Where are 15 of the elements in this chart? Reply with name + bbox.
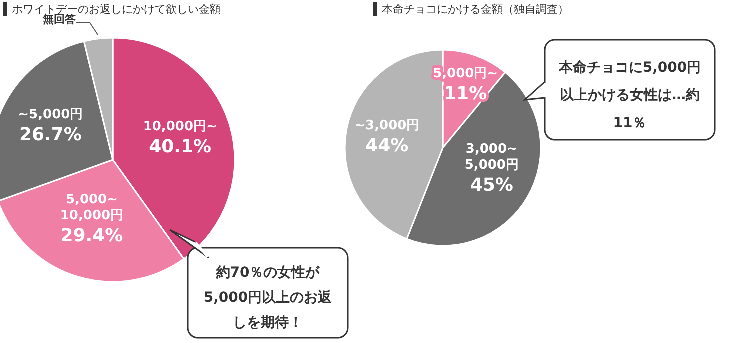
- data-label: 44%: [366, 135, 409, 156]
- data-label: 29.4%: [60, 226, 124, 247]
- slice-label: ~5,000円: [18, 107, 84, 122]
- text: 約70％の女性が5,000円以上のお返しを期待！: [204, 265, 334, 331]
- data-label: 11%: [444, 83, 488, 104]
- slice-label: 3,000~5,000円: [464, 142, 519, 173]
- data-label: 45%: [470, 174, 514, 196]
- data-label: 40.1%: [149, 136, 212, 158]
- data-label: 26.7%: [19, 124, 82, 146]
- chart-title: 本命チョコにかける金額（独自調査）: [382, 3, 569, 16]
- text: 本命チョコに5,000円以上かける女性は…約11％: [558, 60, 702, 132]
- slice-label: 無回答: [42, 12, 77, 26]
- slice-label: 5,000~10,000円: [60, 192, 124, 224]
- slice-label: ~3,000円: [354, 118, 420, 134]
- slice-label: 10,000円~: [143, 119, 218, 134]
